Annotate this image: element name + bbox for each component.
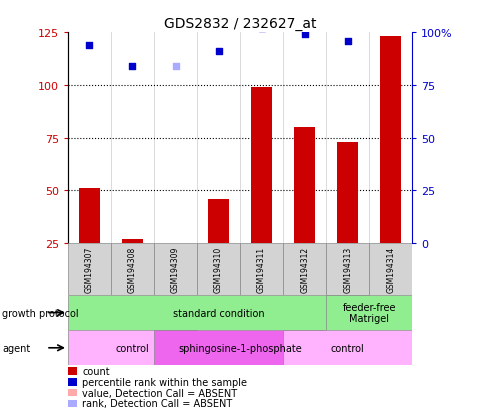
Text: value, Detection Call = ABSENT: value, Detection Call = ABSENT — [82, 388, 237, 398]
Bar — [78, 189, 100, 244]
Text: feeder-free
Matrigel: feeder-free Matrigel — [342, 302, 395, 324]
Text: GSM194310: GSM194310 — [213, 247, 223, 292]
Bar — [283, 330, 411, 366]
Bar — [325, 244, 368, 295]
Text: GSM194307: GSM194307 — [85, 246, 94, 293]
Bar — [68, 330, 197, 366]
Bar — [240, 244, 283, 295]
Point — [386, 21, 394, 28]
Bar — [336, 142, 358, 244]
Text: GSM194312: GSM194312 — [300, 247, 308, 292]
Bar — [250, 88, 272, 244]
Point — [128, 64, 136, 70]
Bar — [68, 244, 111, 295]
Point — [171, 64, 179, 70]
Bar — [379, 37, 401, 244]
Bar — [283, 244, 325, 295]
Text: GSM194309: GSM194309 — [171, 246, 180, 293]
Text: sphingosine-1-phosphate: sphingosine-1-phosphate — [178, 343, 302, 353]
Bar — [207, 199, 229, 244]
Text: GSM194313: GSM194313 — [343, 247, 351, 292]
Bar — [153, 330, 325, 366]
Bar — [68, 295, 368, 330]
Text: agent: agent — [2, 343, 30, 353]
Bar — [197, 244, 240, 295]
Text: rank, Detection Call = ABSENT: rank, Detection Call = ABSENT — [82, 399, 232, 408]
Point — [343, 38, 351, 45]
Point — [214, 49, 222, 55]
Bar — [121, 240, 143, 244]
Text: count: count — [82, 366, 110, 376]
Text: growth protocol: growth protocol — [2, 308, 79, 318]
Bar — [153, 244, 197, 295]
Bar — [111, 244, 153, 295]
Text: control: control — [330, 343, 364, 353]
Text: GSM194314: GSM194314 — [385, 247, 394, 292]
Text: standard condition: standard condition — [172, 308, 264, 318]
Point — [85, 43, 93, 49]
Text: GSM194311: GSM194311 — [257, 247, 266, 292]
Bar — [368, 244, 411, 295]
Text: GSM194308: GSM194308 — [128, 247, 136, 292]
Point — [300, 32, 308, 38]
Point — [257, 26, 265, 32]
Bar — [325, 295, 411, 330]
Text: control: control — [115, 343, 149, 353]
Bar — [293, 128, 315, 244]
Text: percentile rank within the sample: percentile rank within the sample — [82, 377, 247, 387]
Title: GDS2832 / 232627_at: GDS2832 / 232627_at — [164, 17, 316, 31]
